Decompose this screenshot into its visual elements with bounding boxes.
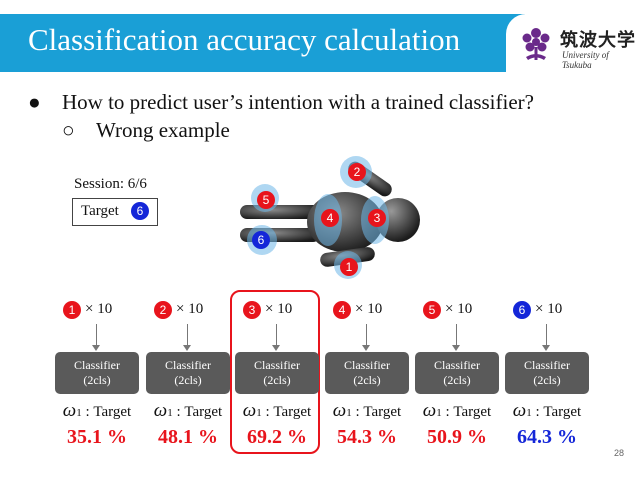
target-number-badge: 6	[131, 202, 149, 220]
classifier-column-1: 1 × 10 Classifier (2cls) ω1 : Target 35.1 …	[55, 300, 139, 450]
target-label: Target	[81, 203, 119, 219]
logo-english-text: University of Tsukuba	[562, 50, 609, 70]
down-arrow-icon	[546, 324, 547, 348]
logo-japanese-text: 筑波大学	[560, 30, 636, 51]
down-arrow-icon	[456, 324, 457, 348]
slide-title: Classification accuracy calculation	[28, 22, 461, 57]
down-arrow-icon	[96, 324, 97, 348]
accuracy-value: 54.3 %	[337, 426, 397, 448]
classifier-box: Classifier (2cls)	[415, 352, 499, 394]
accuracy-value: 35.1 %	[67, 426, 127, 448]
classifier-column-6: 6 × 10 Classifier (2cls) ω1 : Target 64.3 …	[505, 300, 589, 450]
electrode-marker-1: 1	[346, 260, 353, 274]
classifier-box: Classifier (2cls)	[55, 352, 139, 394]
classifier-column-4: 4 × 10 Classifier (2cls) ω1 : Target 54.3 …	[325, 300, 409, 450]
classifier-column-2: 2 × 10 Classifier (2cls) ω1 : Target 48.1 …	[146, 300, 230, 450]
sample-count: × 10	[445, 301, 473, 317]
classifier-number-badge: 3	[243, 301, 261, 319]
classifier-box: Classifier (2cls)	[146, 352, 230, 394]
accuracy-value: 50.9 %	[427, 426, 487, 448]
sample-count: × 10	[85, 301, 113, 317]
classifier-column-5: 5 × 10 Classifier (2cls) ω1 : Target 50.9 …	[415, 300, 499, 450]
classifier-number-badge: 6	[513, 301, 531, 319]
classifier-number-badge: 2	[154, 301, 172, 319]
accuracy-value: 64.3 %	[517, 426, 577, 448]
down-arrow-icon	[187, 324, 188, 348]
classifier-number-badge: 5	[423, 301, 441, 319]
down-arrow-icon	[276, 324, 277, 348]
classifier-3-highlight	[230, 290, 320, 454]
accuracy-value: 69.2 %	[247, 426, 307, 448]
omega-target-label: ω1 : Target	[242, 400, 312, 421]
accuracy-value: 48.1 %	[158, 426, 218, 448]
target-box: Target 6	[72, 198, 158, 226]
university-logo: 筑波大学 University of Tsukuba	[506, 14, 638, 72]
omega-target-label: ω1 : Target	[62, 400, 132, 421]
down-arrow-icon	[366, 324, 367, 348]
electrode-marker-4: 4	[327, 211, 334, 225]
omega-target-label: ω1 : Target	[512, 400, 582, 421]
sample-count: × 10	[265, 301, 293, 317]
bullet-level2: ○ Wrong example	[62, 118, 230, 143]
omega-target-label: ω1 : Target	[153, 400, 223, 421]
bullet-dot-icon: ●	[28, 90, 41, 114]
classifier-box: Classifier (2cls)	[235, 352, 319, 394]
bullet-circle-icon: ○	[62, 118, 75, 142]
electrode-marker-3: 3	[374, 211, 381, 225]
electrode-marker-2: 2	[354, 165, 361, 179]
electrode-marker-6: 6	[258, 233, 265, 247]
title-bar	[0, 14, 525, 72]
classifier-box: Classifier (2cls)	[325, 352, 409, 394]
sample-count: × 10	[535, 301, 563, 317]
omega-target-label: ω1 : Target	[332, 400, 402, 421]
bullet-level1-text: How to predict user’s intention with a t…	[62, 90, 534, 114]
classifier-column-3: 3 × 10 Classifier (2cls) ω1 : Target 69.2 …	[235, 300, 319, 450]
classifier-box: Classifier (2cls)	[505, 352, 589, 394]
omega-target-label: ω1 : Target	[422, 400, 492, 421]
tsukuba-crest-icon	[522, 28, 550, 60]
electrode-marker-5: 5	[263, 193, 270, 207]
session-label: Session: 6/6	[74, 176, 147, 192]
classifier-number-badge: 1	[63, 301, 81, 319]
sample-count: × 10	[176, 301, 204, 317]
bullet-level2-text: Wrong example	[96, 118, 230, 142]
body-figure: 2 5 4 3 6 1	[240, 156, 420, 279]
sample-count: × 10	[355, 301, 383, 317]
page-number: 28	[614, 448, 625, 458]
bullet-level1: ● How to predict user’s intention with a …	[28, 90, 534, 115]
classifier-number-badge: 4	[333, 301, 351, 319]
